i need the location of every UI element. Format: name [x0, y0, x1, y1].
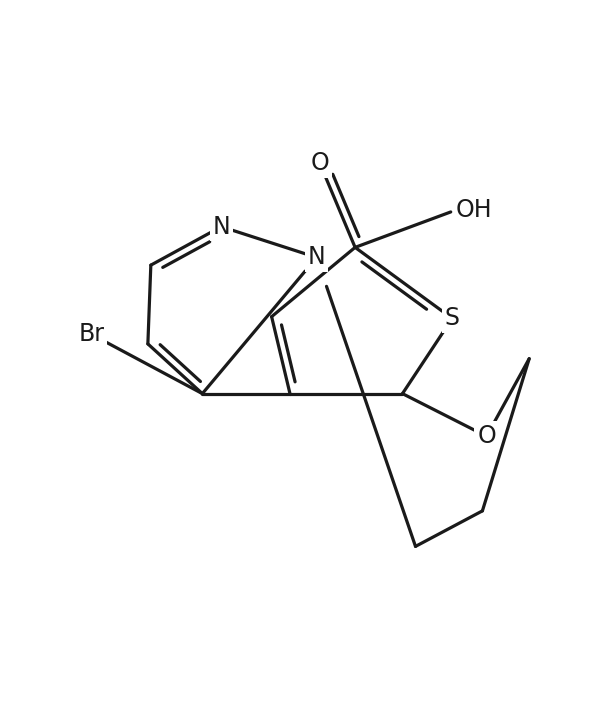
Text: O: O: [477, 424, 496, 449]
Text: Br: Br: [79, 322, 105, 346]
Text: S: S: [445, 307, 460, 331]
Text: N: N: [213, 215, 230, 239]
Text: N: N: [308, 246, 325, 270]
Text: O: O: [310, 151, 329, 175]
Text: OH: OH: [456, 198, 493, 222]
